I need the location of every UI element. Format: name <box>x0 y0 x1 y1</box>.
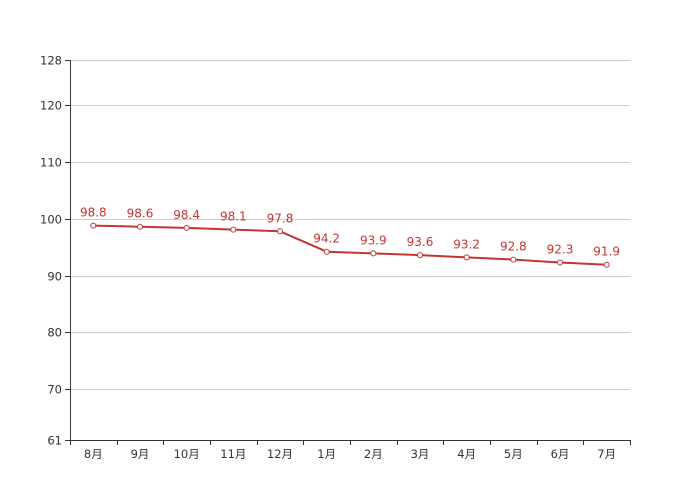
data-label: 93.2 <box>453 237 480 251</box>
data-label: 98.8 <box>80 206 107 220</box>
y-tick-label: 128 <box>40 54 62 68</box>
data-point[interactable] <box>230 226 237 233</box>
data-point[interactable] <box>603 261 610 268</box>
x-tick-label: 12月 <box>267 447 293 461</box>
data-label: 98.1 <box>220 210 247 224</box>
y-tick-label: 120 <box>40 99 62 113</box>
y-tick-label: 90 <box>47 270 62 284</box>
x-tick-label: 2月 <box>364 447 383 461</box>
data-label: 92.8 <box>500 240 527 254</box>
x-tick-label: 6月 <box>551 447 570 461</box>
data-point[interactable] <box>463 254 470 261</box>
data-point[interactable] <box>323 248 330 255</box>
data-point[interactable] <box>90 222 97 229</box>
data-point[interactable] <box>417 252 423 259</box>
data-label: 94.2 <box>313 232 340 246</box>
data-point[interactable] <box>557 259 563 266</box>
data-label: 93.6 <box>407 235 434 249</box>
x-tick-label: 5月 <box>504 447 523 461</box>
data-label: 91.9 <box>593 245 620 259</box>
data-label: 98.4 <box>173 208 200 222</box>
x-tick-label: 1月 <box>317 447 336 461</box>
data-point[interactable] <box>183 224 190 231</box>
data-label: 98.6 <box>127 207 154 221</box>
y-tick-label: 61 <box>47 434 62 448</box>
x-tick-label: 3月 <box>411 447 430 461</box>
series-line <box>93 224 607 266</box>
x-tick-label: 9月 <box>131 447 150 461</box>
data-label: 97.8 <box>267 211 294 225</box>
data-label: 92.3 <box>547 242 574 256</box>
y-tick-label: 70 <box>47 383 62 397</box>
x-tick-label: 7月 <box>597 447 616 461</box>
data-point[interactable] <box>137 223 143 230</box>
y-tick-label: 80 <box>47 326 62 340</box>
x-tick-label: 4月 <box>457 447 476 461</box>
y-tick-label: 110 <box>40 156 62 170</box>
x-tick-label: 8月 <box>84 447 103 461</box>
data-point[interactable] <box>277 228 283 235</box>
data-label: 93.9 <box>360 233 387 247</box>
y-tick-label: 100 <box>40 213 62 227</box>
data-point[interactable] <box>370 250 377 257</box>
x-tick-label: 10月 <box>174 447 200 461</box>
data-point[interactable] <box>510 256 517 263</box>
x-tick-label: 11月 <box>220 447 246 461</box>
